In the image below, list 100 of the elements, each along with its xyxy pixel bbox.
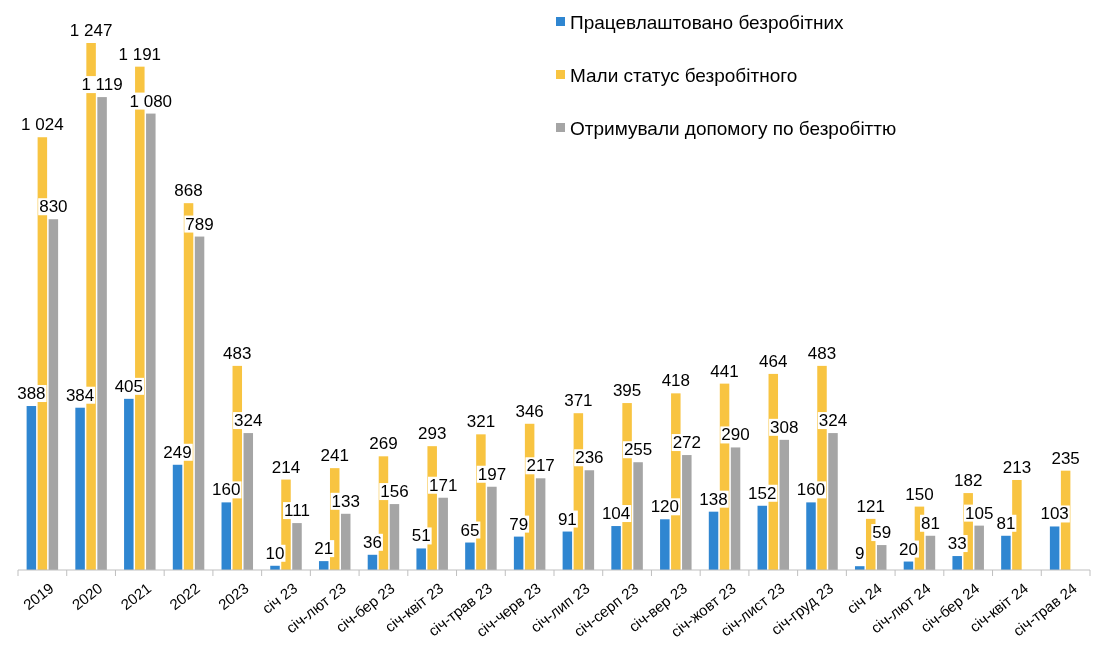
bar bbox=[292, 523, 302, 570]
data-label: 121 bbox=[856, 496, 885, 516]
bar bbox=[438, 497, 448, 570]
data-label: 483 bbox=[807, 343, 837, 363]
data-label: 388 bbox=[17, 384, 46, 404]
data-label: 293 bbox=[417, 424, 447, 444]
data-label: 213 bbox=[1002, 457, 1032, 477]
bar bbox=[487, 486, 497, 570]
bar bbox=[243, 433, 254, 570]
legend-label: Отримували допомогу по безробіттю bbox=[570, 117, 897, 139]
data-label: 103 bbox=[1040, 504, 1069, 524]
data-label: 269 bbox=[369, 434, 398, 454]
data-label: 346 bbox=[515, 401, 544, 421]
bar bbox=[465, 542, 475, 570]
data-label: 51 bbox=[411, 526, 431, 546]
data-label: 152 bbox=[748, 483, 777, 503]
data-label: 789 bbox=[185, 214, 214, 234]
data-label: 105 bbox=[964, 503, 994, 523]
data-label: 272 bbox=[672, 433, 702, 453]
data-label: 171 bbox=[428, 475, 458, 495]
bar bbox=[535, 478, 546, 570]
data-label: 104 bbox=[601, 504, 631, 524]
data-label: 418 bbox=[661, 371, 691, 391]
bar bbox=[757, 505, 768, 570]
data-label: 384 bbox=[65, 385, 95, 405]
bar bbox=[513, 536, 524, 570]
bar bbox=[124, 398, 134, 570]
bar bbox=[97, 97, 107, 570]
data-label: 182 bbox=[953, 471, 983, 491]
bar bbox=[340, 513, 351, 570]
data-label: 81 bbox=[996, 513, 1016, 533]
data-label: 324 bbox=[818, 411, 848, 431]
data-label: 81 bbox=[920, 513, 940, 533]
data-label: 441 bbox=[710, 361, 739, 381]
data-label: 20 bbox=[898, 539, 918, 559]
bar bbox=[221, 502, 232, 570]
data-label: 868 bbox=[174, 181, 203, 201]
bar bbox=[828, 433, 838, 570]
bar bbox=[194, 236, 205, 570]
bar bbox=[708, 511, 719, 570]
bar bbox=[26, 406, 37, 570]
bar bbox=[416, 548, 426, 570]
bar bbox=[730, 447, 741, 570]
data-label: 308 bbox=[770, 417, 799, 437]
data-label: 33 bbox=[947, 534, 967, 554]
bar bbox=[389, 504, 400, 570]
bar bbox=[974, 525, 984, 570]
data-label: 1 247 bbox=[69, 21, 113, 40]
data-label: 150 bbox=[905, 484, 934, 504]
data-label: 371 bbox=[564, 391, 593, 411]
data-label: 1 024 bbox=[21, 115, 64, 135]
data-label: 111 bbox=[284, 501, 310, 521]
data-label: 91 bbox=[557, 509, 577, 529]
data-label: 321 bbox=[466, 412, 496, 432]
data-label: 1 191 bbox=[118, 44, 162, 64]
data-label: 217 bbox=[526, 456, 555, 476]
data-label: 830 bbox=[39, 197, 68, 217]
data-label: 1 080 bbox=[129, 91, 173, 111]
bar bbox=[146, 113, 156, 570]
data-label: 1 119 bbox=[81, 75, 123, 95]
data-label: 65 bbox=[460, 520, 480, 540]
data-label: 214 bbox=[271, 457, 301, 477]
data-label: 36 bbox=[362, 532, 382, 552]
data-label: 160 bbox=[796, 480, 826, 500]
bar bbox=[562, 531, 573, 570]
legend-label: Працевлаштовано безробітних bbox=[570, 11, 844, 33]
data-label: 290 bbox=[721, 425, 750, 445]
bar bbox=[172, 464, 183, 570]
data-label: 464 bbox=[759, 351, 788, 371]
data-label: 241 bbox=[320, 446, 349, 466]
bar bbox=[611, 526, 621, 570]
data-label: 79 bbox=[509, 514, 529, 534]
data-label: 59 bbox=[872, 523, 892, 543]
data-label: 21 bbox=[314, 539, 334, 559]
data-label: 235 bbox=[1051, 448, 1080, 468]
data-label: 160 bbox=[212, 480, 241, 500]
bar bbox=[48, 219, 59, 570]
data-label: 138 bbox=[699, 489, 728, 509]
data-label: 255 bbox=[623, 440, 653, 460]
bar bbox=[925, 535, 936, 570]
bar bbox=[584, 470, 595, 570]
data-label: 156 bbox=[380, 482, 409, 502]
legend-label: Мали статус безробітного bbox=[570, 64, 798, 86]
bar bbox=[1001, 535, 1011, 570]
data-label: 249 bbox=[163, 442, 192, 462]
data-label: 483 bbox=[223, 343, 252, 363]
data-label: 9 bbox=[854, 544, 865, 564]
bar bbox=[779, 439, 790, 570]
bar bbox=[952, 556, 962, 570]
data-label: 197 bbox=[477, 464, 507, 484]
bar bbox=[633, 462, 643, 570]
bar bbox=[806, 502, 816, 570]
data-label: 10 bbox=[265, 543, 285, 563]
bar bbox=[660, 519, 670, 570]
data-label: 405 bbox=[114, 376, 144, 396]
data-label: 324 bbox=[234, 411, 263, 431]
data-label: 133 bbox=[331, 491, 360, 511]
bar bbox=[1049, 526, 1060, 570]
bar bbox=[876, 545, 887, 570]
bar bbox=[682, 455, 692, 570]
